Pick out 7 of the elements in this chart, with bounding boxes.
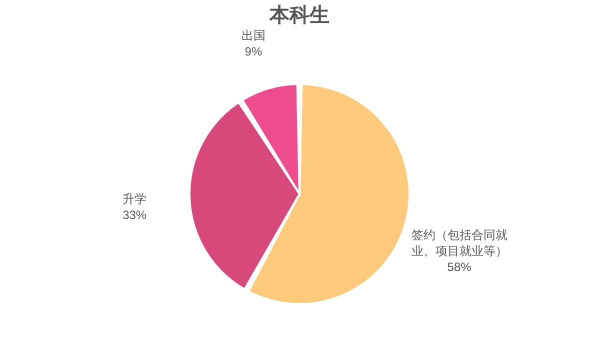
slice-label: 出国 (241, 28, 266, 43)
data-label: 58% (447, 260, 472, 274)
slice-label: 升学 (122, 192, 147, 206)
chart-title: 本科生 (268, 4, 330, 27)
data-label: 9% (244, 44, 262, 59)
data-label: 33% (122, 208, 147, 222)
slice-label: 签约（包括合同就业、项目就业等） (411, 228, 508, 258)
